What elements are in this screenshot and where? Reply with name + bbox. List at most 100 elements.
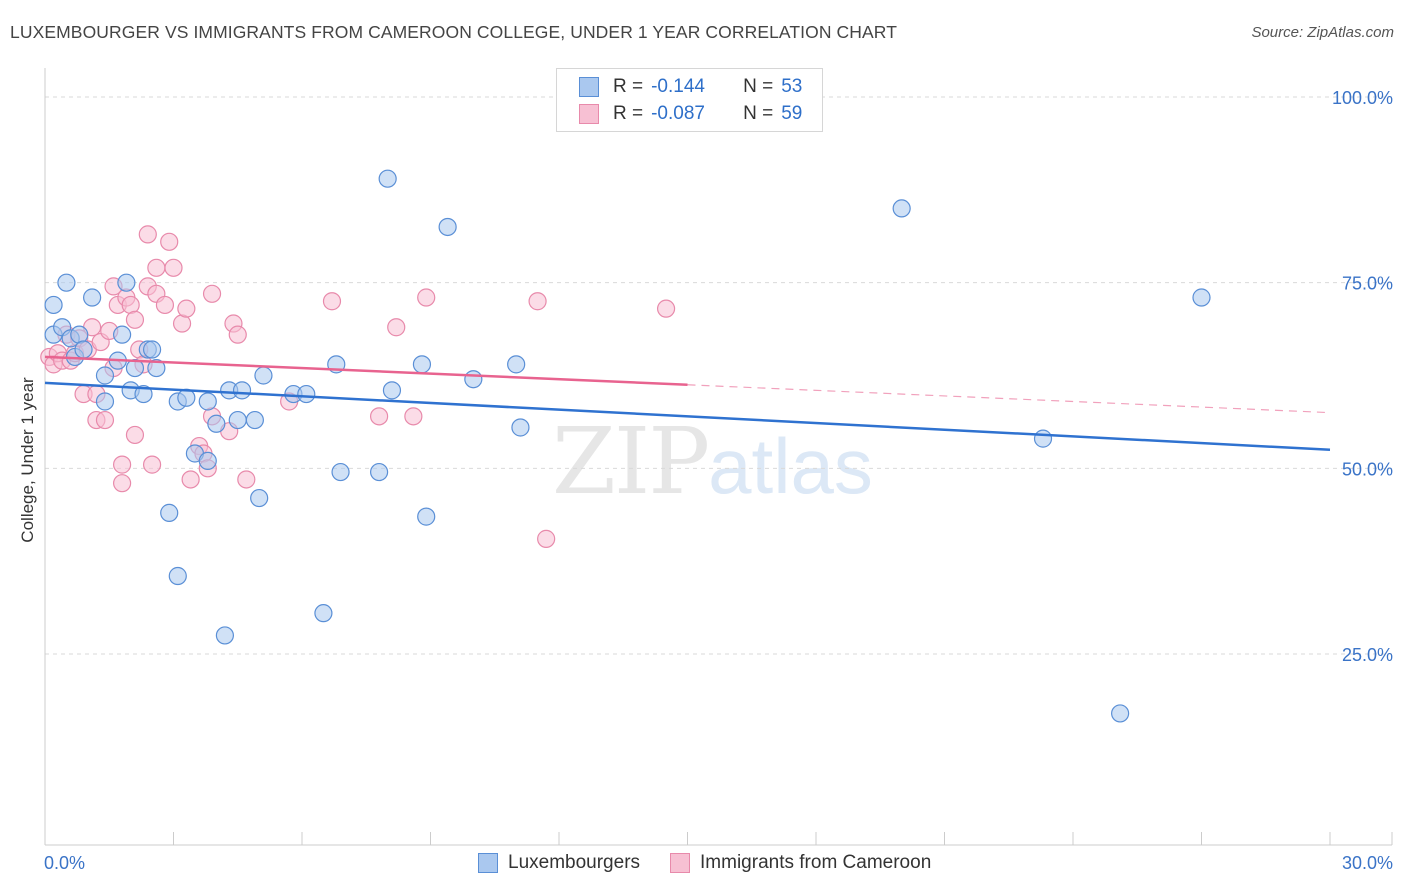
data-point-pink	[142, 455, 162, 474]
y-tick-label: 100.0%	[1332, 88, 1393, 108]
trend-line-pink	[44, 355, 688, 387]
y-tick-label: 50.0%	[1342, 459, 1393, 479]
series-blue	[44, 169, 1211, 723]
data-point-pink	[537, 529, 556, 548]
data-point-blue	[250, 488, 269, 508]
watermark-atlas: atlas	[708, 422, 873, 510]
data-point-pink	[125, 425, 145, 445]
data-point-pink	[322, 292, 342, 311]
legend-swatch-blue	[478, 853, 498, 873]
data-point-blue	[254, 366, 273, 385]
legend-swatch-pink	[579, 104, 599, 124]
trend-line-extension-pink	[687, 384, 1331, 414]
data-point-blue	[511, 418, 530, 437]
data-point-pink	[112, 455, 132, 474]
legend-item-luxembourgers[interactable]: Luxembourgers	[478, 852, 640, 874]
legend-n-value: 59	[781, 103, 803, 124]
legend-r-value: -0.144	[651, 76, 705, 97]
data-point-pink	[228, 325, 247, 344]
y-tick-label: 75.0%	[1342, 274, 1393, 294]
y-tick-label: 25.0%	[1342, 645, 1393, 665]
source-credit: Source: ZipAtlas.com	[1251, 24, 1394, 41]
data-point-pink	[160, 232, 179, 251]
data-point-blue	[412, 355, 432, 374]
chart-title: LUXEMBOURGER VS IMMIGRANTS FROM CAMEROON…	[10, 22, 898, 42]
correlation-legend: R = -0.144 N = 53 R = -0.087 N = 59	[556, 68, 823, 132]
data-point-pink	[95, 410, 115, 430]
data-point-blue	[314, 604, 333, 623]
legend-row-cameroon: R = -0.087 N = 59	[579, 101, 802, 127]
legend-item-cameroon[interactable]: Immigrants from Cameroon	[670, 852, 931, 874]
data-point-blue	[417, 507, 436, 526]
data-point-blue	[331, 462, 350, 482]
data-point-pink	[155, 295, 175, 315]
trend-line-blue	[44, 381, 1331, 452]
legend-swatch-pink	[670, 853, 691, 873]
data-point-blue	[382, 381, 402, 400]
data-point-blue	[215, 626, 234, 645]
data-point-pink	[164, 258, 183, 277]
data-point-blue	[378, 169, 397, 188]
legend-r-label: R =	[613, 103, 644, 124]
legend-n-value: 53	[781, 76, 803, 97]
data-point-blue	[464, 370, 483, 389]
data-point-blue	[57, 273, 76, 292]
data-point-blue	[297, 384, 316, 404]
data-point-blue	[228, 410, 247, 430]
data-point-pink	[404, 407, 423, 426]
data-point-pink	[528, 292, 547, 311]
data-point-blue	[147, 358, 166, 378]
data-point-pink	[125, 310, 145, 329]
watermark-zip: ZIP	[552, 408, 710, 515]
data-point-pink	[387, 318, 406, 337]
legend-label: Immigrants from Cameroon	[700, 852, 932, 873]
watermark: ZIPatlas	[552, 408, 873, 515]
y-axis-label: College, Under 1 year	[18, 377, 37, 543]
data-point-blue	[44, 295, 63, 315]
data-point-blue	[168, 566, 187, 586]
data-point-blue	[370, 462, 389, 482]
legend-row-luxembourgers: R = -0.144 N = 53	[579, 74, 802, 100]
data-point-pink	[147, 258, 166, 277]
data-point-blue	[198, 451, 217, 471]
data-point-pink	[138, 225, 157, 244]
data-point-blue	[245, 410, 264, 430]
data-point-pink	[202, 284, 222, 303]
data-point-pink	[177, 299, 196, 318]
legend-n-label: N =	[743, 103, 774, 124]
legend-n-label: N =	[743, 76, 774, 97]
data-point-pink	[370, 407, 389, 426]
data-point-blue	[198, 392, 217, 411]
data-point-pink	[237, 470, 256, 489]
data-point-blue	[892, 199, 911, 218]
data-point-blue	[142, 340, 162, 359]
data-point-blue	[95, 366, 115, 385]
data-point-blue	[507, 355, 526, 374]
data-point-blue	[207, 414, 226, 433]
data-point-blue	[160, 503, 179, 522]
legend-label: Luxembourgers	[508, 852, 641, 873]
series-legend: Luxembourgers Immigrants from Cameroon	[478, 852, 961, 874]
data-point-blue	[1192, 288, 1211, 307]
data-point-blue	[95, 392, 115, 411]
data-point-blue	[232, 381, 252, 400]
data-point-blue	[438, 217, 457, 237]
data-point-pink	[417, 288, 436, 307]
data-point-blue	[117, 273, 136, 292]
data-point-pink	[181, 470, 200, 489]
legend-swatch-blue	[579, 77, 599, 97]
legend-r-value: -0.087	[651, 103, 705, 124]
data-point-blue	[134, 384, 153, 404]
x-tick-label: 0.0%	[44, 853, 85, 873]
legend-r-label: R =	[613, 76, 644, 97]
data-point-blue	[1033, 429, 1053, 448]
data-point-blue	[74, 340, 93, 359]
data-point-blue	[1111, 704, 1130, 723]
x-tick-label: 30.0%	[1342, 853, 1393, 873]
data-point-pink	[112, 474, 132, 493]
data-point-blue	[125, 358, 145, 378]
data-point-pink	[656, 299, 676, 318]
data-point-blue	[112, 325, 132, 344]
data-point-blue	[83, 288, 102, 307]
